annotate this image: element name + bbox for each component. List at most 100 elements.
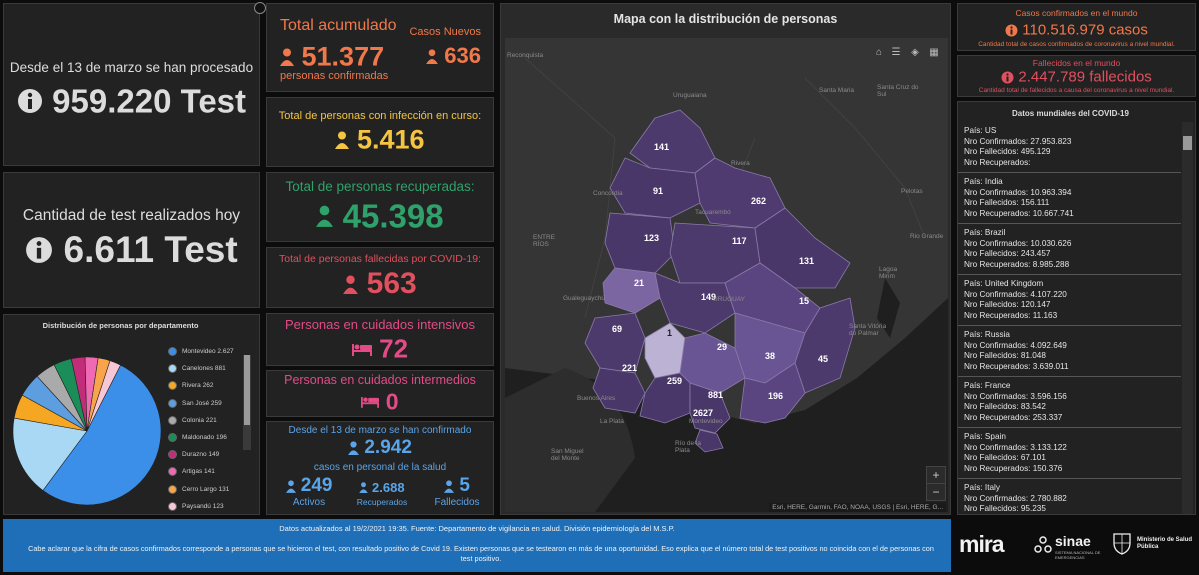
pie-legend-item[interactable]: Cerro Largo 131 [168, 481, 248, 498]
tests-today-value: 6.611 Test [63, 229, 238, 271]
world-list-line: Nro Confirmados: 4.107.220 [964, 289, 1067, 299]
world-list-line: Nro Confirmados: 10.030.626 [964, 238, 1072, 248]
pie-legend-label: Montevideo 2.627 [182, 348, 234, 356]
staff-active-label: Activos [292, 497, 326, 509]
world-list-line: Nro Recuperados: 10.667.741 [964, 208, 1074, 218]
tests-total-header: Desde el 13 de marzo se han procesado [9, 60, 254, 75]
world-list-line: País: Russia [964, 330, 1010, 339]
grid-icon[interactable]: ▦ [929, 47, 939, 58]
person-icon [426, 49, 438, 64]
dept-label: 29 [717, 342, 728, 352]
tests-total-panel: Desde el 13 de marzo se han procesado 95… [3, 3, 260, 166]
pie-slice[interactable] [42, 364, 162, 506]
pie-legend-scrollbar[interactable] [243, 355, 251, 450]
world-list-line: País: France [964, 381, 1011, 390]
world-list[interactable]: País: US Nro Confirmados: 27.953.823 Nro F… [958, 122, 1181, 514]
pie-legend-item[interactable]: Paysandú 123 [168, 498, 248, 514]
person-icon [285, 479, 296, 493]
pie-legend-item[interactable]: Maldonado 196 [168, 429, 248, 446]
active-title: Total de personas con infección en curso… [278, 110, 482, 122]
world-list-item[interactable]: País: Brazil Nro Confirmados: 10.030.626 N… [958, 224, 1181, 275]
map-view[interactable]: 141 91 262 123 117 131 21 149 15 69 1 29… [505, 38, 948, 512]
pie-legend-item[interactable]: Montevideo 2.627 [168, 343, 248, 360]
active-value: 5.416 [356, 124, 425, 155]
staff-recovered-value: 2.688 [372, 480, 405, 496]
world-list-item[interactable]: País: Russia Nro Confirmados: 4.092.649 Nr… [958, 326, 1181, 377]
intermediate-value: 0 [385, 388, 399, 415]
home-icon[interactable]: ⌂ [875, 47, 883, 58]
world-list-scrollbar[interactable] [1182, 122, 1193, 514]
pie-legend-item[interactable]: Canelones 881 [168, 360, 248, 377]
world-list-item[interactable]: País: Spain Nro Confirmados: 3.133.122 Nro… [958, 428, 1181, 479]
dept-label: 69 [612, 324, 623, 334]
tests-today-panel: Cantidad de test realizados hoy 6.611 Te… [3, 172, 260, 308]
settings-gear-icon[interactable] [254, 2, 266, 14]
health-staff-value: 2.942 [364, 437, 412, 458]
dept-label: 38 [765, 351, 776, 361]
info-icon [26, 237, 53, 264]
uruguay-choropleth [584, 109, 856, 453]
pie-legend-label: Rivera 262 [182, 382, 214, 390]
dept-label: 221 [622, 363, 638, 373]
pie-slice[interactable] [86, 360, 121, 432]
tests-total-value: 959.220 Test [52, 82, 247, 120]
mira-logo: mira [959, 531, 1005, 557]
new-cases-value: 636 [444, 43, 481, 69]
staff-deceased-label: Fallecidos [434, 497, 480, 509]
legend-swatch [168, 467, 177, 477]
layers-icon[interactable]: ◈ [911, 47, 919, 58]
staff-active-value: 249 [300, 475, 333, 496]
legend-swatch [168, 501, 177, 511]
pie-legend-item[interactable]: Rivera 262 [168, 377, 248, 394]
dept-label: 45 [818, 354, 829, 364]
pie-legend-item[interactable]: Durazno 149 [168, 446, 248, 463]
place-label: Buenos Aires [577, 395, 616, 402]
staff-recovered-label: Recuperados [356, 497, 408, 508]
pie-chart[interactable] [7, 351, 167, 511]
place-label: San Miguel del Monte [551, 448, 584, 462]
map-title: Mapa con la distribución de personas [613, 12, 838, 26]
world-list-item[interactable]: País: United Kingdom Nro Confirmados: 4.1… [958, 275, 1181, 326]
world-list-line: Nro Fallecidos: 156.111 [964, 198, 1050, 207]
list-icon[interactable]: ☰ [891, 47, 901, 58]
deceased-panel: Total de personas fallecidas por COVID-1… [266, 247, 494, 308]
health-staff-header: Desde el 13 de marzo se han confirmado [288, 425, 472, 436]
world-cases-title: Casos confirmados en el mundo [1015, 8, 1138, 18]
recovered-title: Total de personas recuperadas: [285, 179, 475, 194]
tests-total-row: 959.220 Test [4, 80, 259, 120]
recovered-row: 45.398 [267, 195, 493, 235]
dept-label: 91 [653, 186, 664, 196]
pie-panel: Distribución de personas por departament… [3, 314, 260, 515]
dept-label: 117 [732, 236, 747, 246]
place-label: Lagoa Mirim [879, 266, 898, 280]
zoom-out-button[interactable]: − [926, 483, 946, 501]
world-list-line: Nro Recuperados: 3.639.011 [964, 361, 1069, 371]
bed-icon [351, 344, 372, 357]
pie-slice[interactable] [12, 417, 88, 491]
deceased-value: 563 [366, 267, 417, 301]
place-label: Rivera [731, 160, 750, 167]
legend-swatch [168, 484, 177, 494]
legend-swatch [168, 398, 177, 408]
world-list-line: Nro Recuperados: [964, 157, 1031, 167]
world-list-line: Nro Fallecidos: 243.457 [964, 249, 1051, 258]
world-list-line: Nro Fallecidos: 81.048 [964, 351, 1046, 360]
total-title: Total acumulado [280, 17, 397, 34]
pie-legend-label: Artigas 141 [182, 468, 215, 476]
legend-swatch [168, 347, 177, 357]
pie-legend-item[interactable]: Colonia 221 [168, 412, 248, 429]
place-label: URUGUAY [713, 296, 746, 303]
world-list-item[interactable]: País: France Nro Confirmados: 3.596.156 Nr… [958, 377, 1181, 428]
deceased-row: 563 [267, 266, 493, 301]
world-list-item[interactable]: País: US Nro Confirmados: 27.953.823 Nro F… [958, 122, 1181, 173]
world-list-item[interactable]: País: Italy Nro Confirmados: 2.780.882 Nro… [958, 479, 1181, 514]
world-list-line: Nro Fallecidos: 95.235 [964, 504, 1046, 513]
pie-legend-item[interactable]: San José 259 [168, 395, 248, 412]
legend-swatch [168, 415, 177, 425]
zoom-in-button[interactable]: + [926, 466, 946, 484]
icu-value: 72 [379, 333, 409, 364]
total-panel: Total acumulado 51.377 personas confirma… [266, 3, 494, 92]
pie-legend-item[interactable]: Artigas 141 [168, 463, 248, 480]
world-list-item[interactable]: País: India Nro Confirmados: 10.963.394 Nr… [958, 173, 1181, 224]
place-label: Concordia [593, 190, 623, 197]
